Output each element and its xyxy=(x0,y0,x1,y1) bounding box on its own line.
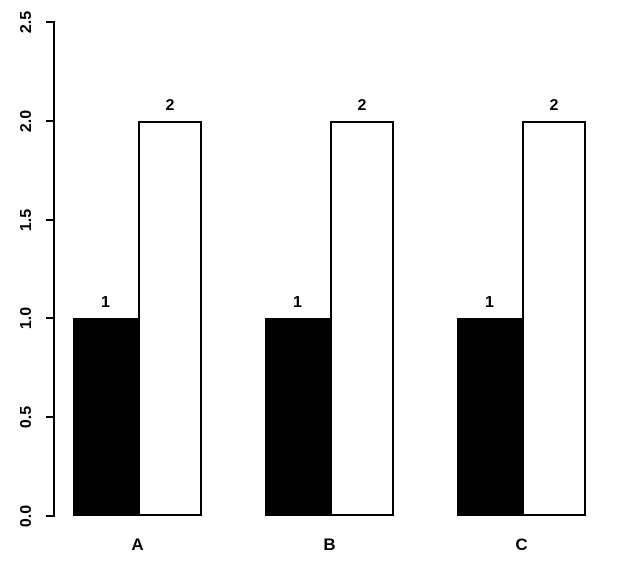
y-tick-label: 0.5 xyxy=(18,405,35,429)
y-tick-mark xyxy=(46,416,55,418)
bar-C-filled-black xyxy=(457,318,522,516)
bar-value-label: 2 xyxy=(357,97,367,114)
bar-B-open-white xyxy=(330,121,394,516)
bar-value-label: 2 xyxy=(549,97,559,114)
y-tick-label: 1.5 xyxy=(18,208,35,232)
y-tick-mark xyxy=(46,515,55,517)
bar-A-open-white xyxy=(138,121,202,516)
y-tick-label: 2.5 xyxy=(18,10,35,34)
y-tick-mark xyxy=(46,21,55,23)
bar-value-label: 1 xyxy=(293,294,302,311)
bar-value-label: 1 xyxy=(485,294,494,311)
bar-A-filled-black xyxy=(73,318,138,516)
y-tick-mark xyxy=(46,120,55,122)
y-tick-label: 1.0 xyxy=(18,306,35,330)
bar-value-label: 1 xyxy=(101,294,110,311)
x-category-label-C: C xyxy=(515,535,528,554)
bar-value-label: 2 xyxy=(165,97,175,114)
y-axis-line xyxy=(53,22,55,516)
bar-C-open-white xyxy=(522,121,586,516)
y-tick-mark xyxy=(46,219,55,221)
y-tick-mark xyxy=(46,317,55,319)
bar-B-filled-black xyxy=(265,318,330,516)
x-category-label-B: B xyxy=(323,535,336,554)
y-tick-label: 0.0 xyxy=(18,504,35,528)
y-tick-label: 2.0 xyxy=(18,109,35,133)
x-category-label-A: A xyxy=(131,535,144,554)
